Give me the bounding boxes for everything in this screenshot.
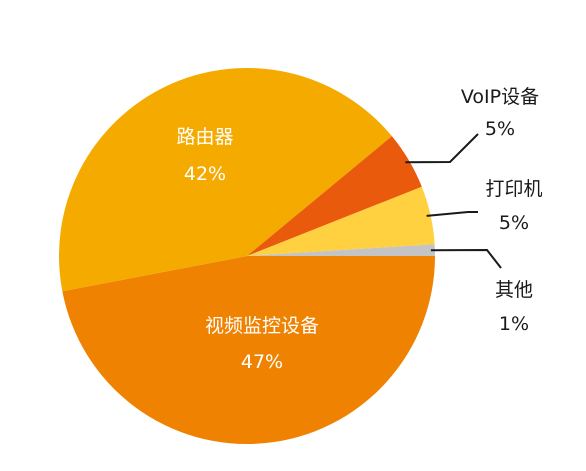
slice-value-router: 42% — [184, 163, 226, 185]
pie-slices — [58, 67, 435, 445]
slice-other — [247, 244, 435, 256]
slice-label-router: 路由器 — [176, 126, 233, 148]
slice-labels: 路由器 42% 视频监控设备 47% VoIP设备 5% 打印机 5% 其他 1… — [176, 86, 542, 373]
leader-line-printer — [426, 211, 478, 217]
leader-lines — [405, 133, 502, 269]
slice-value-voip: 5% — [485, 118, 515, 140]
slice-label-other: 其他 — [495, 279, 533, 301]
leader-line-other — [430, 248, 502, 269]
slice-label-printer: 打印机 — [485, 178, 542, 200]
slice-value-other: 1% — [499, 313, 529, 335]
slice-value-printer: 5% — [499, 212, 529, 234]
slice-voip — [247, 136, 422, 256]
slice-router — [58, 67, 392, 292]
slice-value-video-surveillance: 47% — [241, 351, 283, 373]
slice-label-video-surveillance: 视频监控设备 — [205, 315, 319, 337]
slice-printer — [247, 186, 435, 256]
slice-label-voip: VoIP设备 — [461, 86, 539, 108]
slice-video-surveillance — [62, 256, 435, 445]
leader-line-voip — [405, 133, 479, 164]
